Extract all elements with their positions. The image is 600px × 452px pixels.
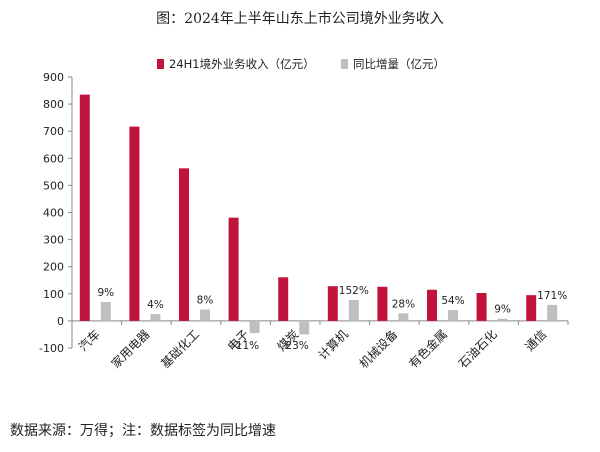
growth-bar [547, 304, 558, 321]
data-labels: 9% 4% 8% -11% -23% 152% 28% 54% 9% 171% [97, 285, 567, 352]
category-label: 计算机 [315, 326, 351, 362]
y-tick-label: 800 [43, 98, 64, 111]
growth-bar [348, 300, 359, 321]
chart-title: 图：2024年上半年山东上市公司境外业务收入 [156, 11, 444, 27]
y-tick-label: 700 [43, 125, 64, 138]
y-tick-label: 100 [43, 288, 64, 301]
growth-rate-label: 9% [494, 304, 511, 316]
source-note: 数据来源：万得；注：数据标签为同比增速 [10, 423, 276, 439]
growth-rate-label: 54% [441, 295, 464, 307]
y-tick-label: 300 [43, 234, 64, 247]
y-tick-label: 400 [43, 207, 64, 220]
revenue-bar [228, 217, 239, 321]
growth-bar [100, 301, 111, 321]
growth-rate-label: 4% [147, 299, 164, 311]
growth-rate-label: 171% [537, 290, 567, 302]
growth-bar [249, 320, 260, 334]
y-tick-label: 900 [43, 71, 64, 84]
growth-rate-label: 152% [339, 285, 369, 297]
growth-bar [299, 320, 310, 335]
revenue-bar [427, 289, 437, 321]
growth-bar [497, 318, 508, 321]
revenue-bar [179, 168, 189, 321]
y-tick-label: -100 [39, 342, 64, 355]
bars [79, 94, 558, 335]
y-tick-label: 0 [57, 315, 64, 328]
revenue-bar [476, 292, 487, 321]
growth-bar [200, 309, 210, 321]
legend-label-revenue: 24H1境外业务收入（亿元） [169, 57, 315, 71]
category-label: 通信 [522, 327, 549, 354]
growth-rate-label: -23% [282, 340, 309, 352]
growth-bar [448, 310, 458, 321]
growth-rate-label: -11% [232, 340, 259, 352]
revenue-bar [278, 277, 289, 321]
category-label: 有色金属 [406, 326, 451, 371]
category-label: 汽车 [75, 326, 103, 354]
revenue-bar [129, 126, 140, 321]
legend-swatch-growth [341, 59, 348, 69]
y-axis: -100 0 100 200 300 400 500 600 700 800 900 [39, 71, 569, 355]
category-label: 基础化工 [158, 327, 202, 371]
revenue-bar [79, 94, 90, 321]
x-axis-labels: 汽车 家用电器 基础化工 电子 煤炭 计算机 机械设备 有色金属 石油石化 通信 [75, 326, 549, 371]
y-tick-label: 500 [43, 179, 64, 192]
growth-bar [150, 314, 161, 321]
category-label: 石油石化 [456, 327, 500, 371]
y-tick-label: 200 [43, 261, 64, 274]
y-tick-label: 600 [43, 152, 64, 165]
revenue-bar [327, 286, 338, 321]
growth-rate-label: 28% [392, 298, 415, 310]
growth-rate-label: 8% [197, 295, 214, 307]
growth-bar [398, 313, 409, 321]
growth-rate-label: 9% [97, 287, 114, 299]
revenue-bar [377, 286, 388, 321]
legend: 24H1境外业务收入（亿元） 同比增量（亿元） [157, 57, 445, 71]
category-label: 机械设备 [356, 326, 401, 371]
revenue-bar [526, 295, 537, 321]
legend-swatch-revenue [157, 59, 164, 69]
legend-label-growth: 同比增量（亿元） [353, 57, 445, 71]
category-label: 家用电器 [108, 326, 153, 371]
